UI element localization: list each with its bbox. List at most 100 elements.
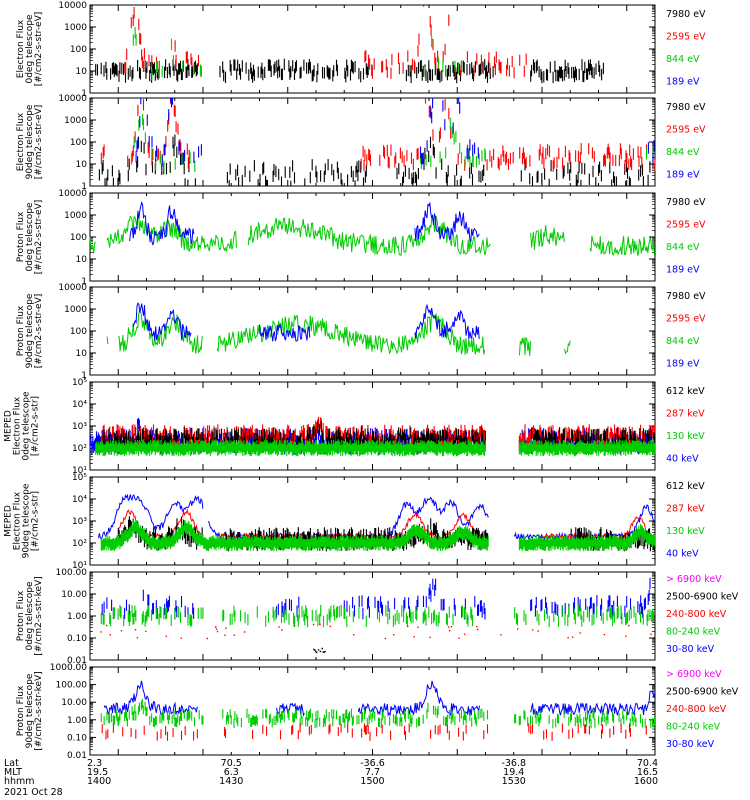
series-marks [222,604,474,628]
data-series [100,698,656,729]
data-series [132,302,480,342]
series-line [276,702,305,717]
series-marks [100,604,204,627]
y-tick-label: 1000 [64,116,87,126]
series-marks [645,148,654,161]
legend-entry: 240-800 keV [666,704,727,715]
y-tick-label: 10.00 [61,698,87,708]
data-series [124,5,527,79]
y-tick-label: 10⁵ [72,378,87,388]
legend-entry: 612 keV [666,481,705,492]
y-tick-label: 0.10 [67,634,87,644]
series-marks [100,698,204,728]
y-axis-label-line: [#/cm2-s-str-eV] [34,12,44,87]
y-axis-label-line: [#/cm2-s-str] [31,491,41,551]
y-axis-label-line: 0deg telescope [22,391,32,461]
series-marks [101,723,198,741]
y-tick-label: 10000 [58,1,87,11]
x-tick-value: 1600 [634,776,658,787]
y-axis-label-line: [#/cm2-s-str-keV] [34,576,44,655]
series-marks [100,519,489,552]
y-axis-label-line: MEPED [4,410,14,442]
legend-entry: 7980 eV [666,9,706,20]
y-axis-label-line: [#/cm2-s-str-keV] [34,671,44,750]
series-marks [100,144,105,164]
legend-entry: 189 eV [666,170,700,181]
date-label: 2021 Oct 28 [4,787,63,798]
series-marks [95,439,486,457]
legend-entry: 844 eV [666,54,700,65]
y-tick-label: 1 [81,277,87,287]
x-row-label: MLT [4,767,22,778]
series-marks [95,59,198,83]
y-tick-label: 100 [70,233,87,243]
legend-entry: 844 eV [666,242,700,253]
y-tick-label: 0.01 [67,656,87,666]
panel-3: 1 10 100 1000 10000 Proton Flux 0deg telescope… [16,189,706,287]
y-axis-label-line: Electron Flux [13,396,23,455]
series-line [247,215,491,257]
series-line [414,202,480,243]
data-series [132,26,463,81]
plot-frame [89,476,656,566]
data-series [100,604,655,628]
y-tick-label: 100.00 [56,681,88,691]
legend-entry: 2500-6900 keV [666,687,739,698]
y-tick-label: 10⁴ [72,400,87,410]
y-axis-label-line: Electron Flux [16,112,26,171]
series-line [259,324,311,342]
series-marks [224,723,489,741]
y-axis-label-line: MEPED [4,505,14,537]
y-axis-label-line: 0deg telescope [25,14,35,84]
data-series [106,310,571,356]
series-marks [518,439,656,457]
y-axis-label-line: 90deg telescope [25,673,35,748]
y-tick-label: 100.00 [56,568,88,578]
series-line [530,225,565,250]
legend-entry: 7980 eV [666,197,706,208]
legend-entry: 844 eV [666,336,700,347]
series-marks [514,708,656,729]
x-tick-value: 2.3 [87,758,102,769]
series-marks [405,59,494,84]
panel-1: 1 10 100 1000 10000 Electron Flux 0deg telesco… [16,1,706,99]
legend-entry: 287 keV [666,409,705,420]
legend-entry: 612 keV [666,386,705,397]
y-tick-label: 1000 [64,211,87,221]
y-axis-label-line: 90deg telescope [25,104,35,179]
series-line [357,680,481,717]
y-tick-label: 1000.00 [50,663,87,673]
x-tick-value: 1530 [502,776,526,787]
legend-entry: 189 eV [666,359,700,370]
y-tick-label: 1000 [64,305,87,315]
y-tick-label: 100 [70,45,87,55]
y-tick-label: 10000 [58,189,87,199]
legend-entry: 2595 eV [666,314,706,325]
y-tick-label: 1 [81,371,87,381]
series-marks [419,98,479,165]
x-tick-value: 70.4 [637,758,658,769]
series-marks [135,98,202,167]
y-tick-label: 100 [70,138,87,148]
legend-entry: 2595 eV [666,32,706,43]
legend-entry: 30-80 keV [666,739,715,750]
legend-entry: 7980 eV [666,291,706,302]
y-axis-label-line: [#/cm2-s-str] [31,396,41,456]
y-axis-label-line: 0deg telescope [25,202,35,272]
legend-entry: 40 keV [666,454,699,465]
y-tick-label: 10⁵ [72,473,87,483]
series-marks [101,589,195,620]
y-axis-label-line: 90deg telescope [25,293,35,368]
data-series [313,647,326,654]
series-dots [100,623,652,640]
legend-entry: 240-800 keV [666,609,727,620]
y-tick-label: 1.00 [67,612,87,622]
y-axis-label-line: Proton Flux [16,590,26,641]
series-marks [396,136,485,186]
series-marks [219,58,373,83]
panel-2: 1 10 100 1000 10000 Electron Flux 90deg telesc… [16,94,706,192]
series-marks [530,577,651,620]
series-line [129,201,195,246]
x-tick-value: 1500 [360,776,384,787]
series-marks [124,7,202,78]
